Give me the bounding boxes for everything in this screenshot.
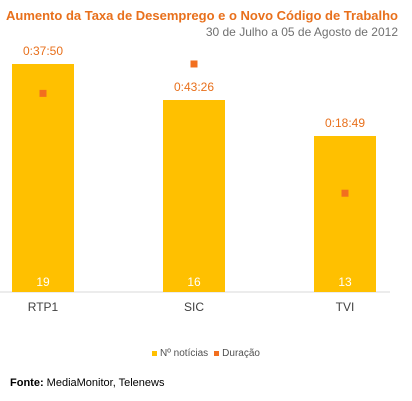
duration-label-tvi: 0:18:49 [325,116,365,130]
duration-marker-sic [190,60,198,68]
legend-item-count: Nº notícias [152,348,208,359]
legend-swatch-count [152,351,158,356]
x-tick-label-tvi: TVI [336,300,355,314]
x-tick-label-rtp1: RTP1 [28,300,59,314]
count-label-rtp1: 19 [36,275,50,289]
legend-swatch-duration [214,351,220,356]
source-label: Fonte: [10,377,44,389]
duration-label-sic: 0:43:26 [174,80,214,94]
chart-title: Aumento da Taxa de Desemprego e o Novo C… [6,8,398,23]
source-text: MediaMonitor, Telenews [46,377,165,389]
bar-rtp1 [12,64,74,292]
legend-label-duration: Duração [222,348,260,359]
legend-item-duration: Duração [214,348,260,359]
source-note: Fonte: MediaMonitor, Telenews [10,377,164,389]
chart-subtitle: 30 de Julho a 05 de Agosto de 2012 [205,25,398,39]
bar-tvi [314,136,376,292]
duration-marker-rtp1 [39,89,47,97]
count-label-tvi: 13 [338,275,352,289]
duration-marker-tvi [341,189,349,197]
legend-label-count: Nº notícias [160,348,209,359]
bar-sic [163,100,225,292]
legend: Nº notícias Duração [0,348,412,359]
count-label-sic: 16 [187,275,201,289]
duration-label-rtp1: 0:37:50 [23,44,63,58]
x-tick-label-sic: SIC [184,300,204,314]
